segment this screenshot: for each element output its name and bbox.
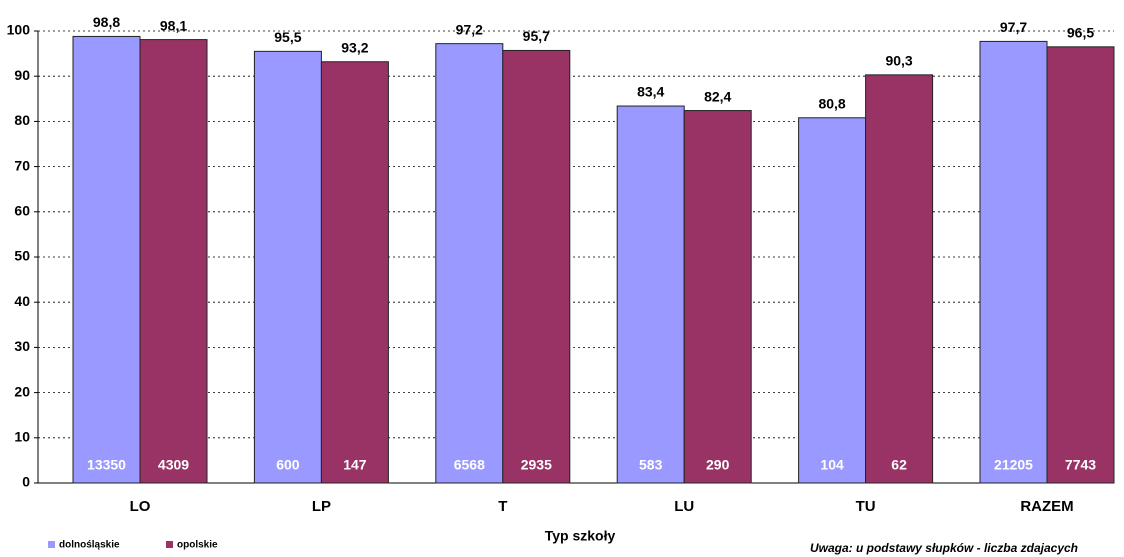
bar bbox=[435, 43, 504, 484]
count-label: 7743 bbox=[1065, 457, 1096, 473]
count-label: 583 bbox=[639, 457, 663, 473]
bar bbox=[865, 74, 934, 484]
bar bbox=[1046, 46, 1115, 484]
x-tick-label: LP bbox=[312, 498, 331, 515]
legend-swatch bbox=[166, 541, 173, 548]
bar bbox=[139, 39, 208, 484]
y-tick-label: 20 bbox=[14, 383, 30, 399]
value-label: 95,5 bbox=[274, 29, 301, 45]
y-tick-label: 60 bbox=[14, 203, 30, 219]
count-label: 147 bbox=[343, 457, 367, 473]
value-label: 98,1 bbox=[160, 17, 187, 33]
bar bbox=[502, 49, 571, 484]
legend-label: opolskie bbox=[177, 540, 218, 551]
bar bbox=[253, 50, 322, 484]
value-label: 90,3 bbox=[885, 53, 912, 69]
x-tick-label: LU bbox=[674, 498, 694, 515]
x-tick-label: T bbox=[498, 498, 507, 515]
bar bbox=[979, 40, 1048, 484]
bar bbox=[72, 35, 141, 484]
count-label: 600 bbox=[276, 457, 300, 473]
x-tick-label: RAZEM bbox=[1020, 498, 1073, 515]
count-label: 290 bbox=[706, 457, 730, 473]
y-tick-label: 10 bbox=[14, 429, 30, 445]
x-tick-label: LO bbox=[130, 498, 151, 515]
value-label: 80,8 bbox=[818, 95, 845, 111]
x-tick-label: TU bbox=[856, 498, 876, 515]
y-tick-label: 90 bbox=[14, 67, 30, 83]
count-label: 62 bbox=[891, 457, 907, 473]
note: Uwaga: u podstawy słupków - liczba zdaja… bbox=[810, 541, 1078, 555]
value-label: 97,7 bbox=[1000, 19, 1027, 35]
y-tick-label: 0 bbox=[22, 474, 30, 490]
y-tick-label: 40 bbox=[14, 293, 30, 309]
bar bbox=[798, 117, 867, 484]
x-axis-label: Typ szkoły bbox=[545, 528, 616, 544]
y-tick-label: 50 bbox=[14, 248, 30, 264]
value-label: 93,2 bbox=[341, 39, 368, 55]
bar bbox=[616, 105, 685, 484]
legend-label: dolnośląskie bbox=[59, 540, 120, 551]
value-label: 83,4 bbox=[637, 84, 664, 100]
count-label: 2935 bbox=[521, 457, 552, 473]
bar bbox=[683, 110, 752, 484]
y-tick-label: 100 bbox=[7, 22, 31, 38]
value-label: 98,8 bbox=[93, 14, 120, 30]
value-label: 82,4 bbox=[704, 88, 731, 104]
count-label: 21205 bbox=[994, 457, 1033, 473]
count-label: 104 bbox=[820, 457, 844, 473]
value-label: 96,5 bbox=[1067, 25, 1094, 41]
count-label: 6568 bbox=[454, 457, 485, 473]
y-tick-label: 70 bbox=[14, 157, 30, 173]
y-tick-label: 30 bbox=[14, 338, 30, 354]
bar bbox=[320, 61, 389, 484]
y-tick-label: 80 bbox=[14, 112, 30, 128]
count-label: 4309 bbox=[158, 457, 189, 473]
legend-swatch bbox=[48, 541, 55, 548]
value-label: 95,7 bbox=[523, 28, 550, 44]
value-label: 97,2 bbox=[456, 21, 483, 37]
count-label: 13350 bbox=[87, 457, 126, 473]
